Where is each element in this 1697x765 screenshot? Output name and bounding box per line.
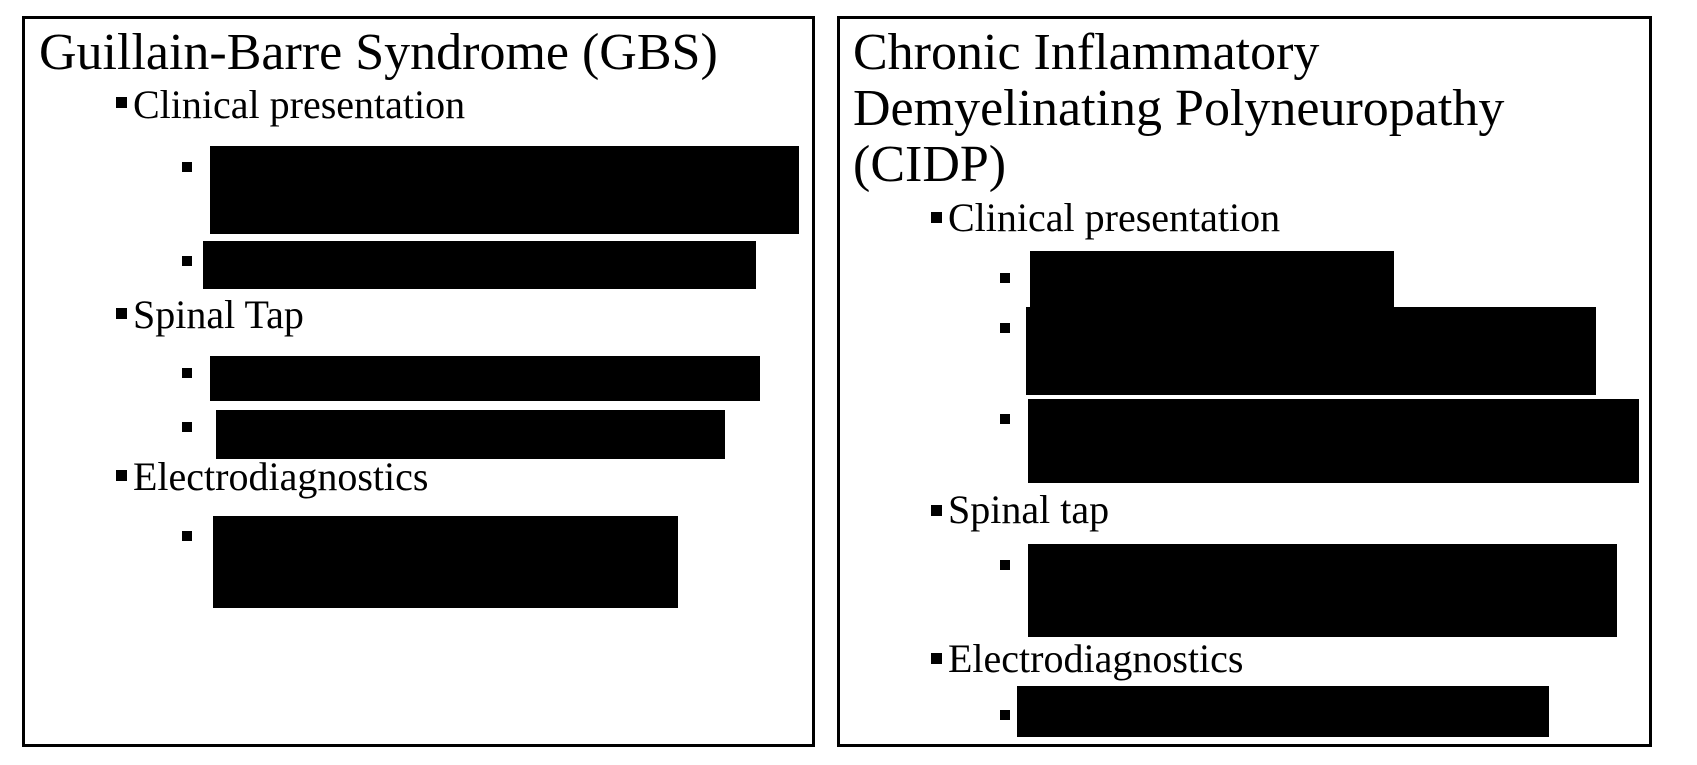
bullet-square-icon <box>182 531 192 541</box>
cidp-title-line-3: (CIDP) <box>853 136 1007 193</box>
gbs-title: Guillain-Barre Syndrome (GBS) <box>39 24 718 81</box>
gbs-heading-spinal-tap: Spinal Tap <box>133 292 304 337</box>
cidp-heading-clinical-presentation: Clinical presentation <box>948 195 1281 240</box>
cidp-title-line-2: Demyelinating Polyneuropathy <box>853 80 1505 137</box>
bullet-square-icon <box>116 308 127 319</box>
redacted-text-block <box>216 410 725 459</box>
bullet-square-icon <box>116 97 127 108</box>
bullet-square-icon <box>1000 710 1010 720</box>
cidp-heading-spinal-tap: Spinal tap <box>948 487 1110 532</box>
bullet-square-icon <box>182 162 192 172</box>
bullet-square-icon <box>931 212 942 223</box>
bullet-square-icon <box>931 505 942 516</box>
bullet-square-icon <box>182 368 192 378</box>
cidp-title-line-1: Chronic Inflammatory <box>853 24 1320 81</box>
gbs-heading-clinical-presentation: Clinical presentation <box>133 82 466 127</box>
bullet-square-icon <box>182 422 192 432</box>
redacted-text-block <box>1017 686 1549 737</box>
redacted-text-block <box>213 516 678 608</box>
bullet-square-icon <box>931 653 942 664</box>
gbs-slide-panel: Guillain-Barre Syndrome (GBS) Clinical p… <box>22 16 815 747</box>
redacted-text-block <box>1028 544 1617 637</box>
redacted-text-block <box>210 146 799 234</box>
bullet-square-icon <box>1000 560 1010 570</box>
redacted-text-block <box>203 241 756 289</box>
gbs-heading-electrodiagnostics: Electrodiagnostics <box>133 454 429 499</box>
bullet-square-icon <box>182 256 192 266</box>
redacted-text-block <box>210 356 760 401</box>
cidp-heading-electrodiagnostics: Electrodiagnostics <box>948 636 1244 681</box>
redacted-text-block <box>1028 399 1639 483</box>
redacted-text-block <box>1026 307 1596 395</box>
redacted-text-block <box>1030 251 1394 309</box>
bullet-square-icon <box>1000 414 1010 424</box>
bullet-square-icon <box>1000 273 1010 283</box>
bullet-square-icon <box>116 470 127 481</box>
bullet-square-icon <box>1000 323 1010 333</box>
cidp-slide-panel: Chronic Inflammatory Demyelinating Polyn… <box>837 16 1652 747</box>
